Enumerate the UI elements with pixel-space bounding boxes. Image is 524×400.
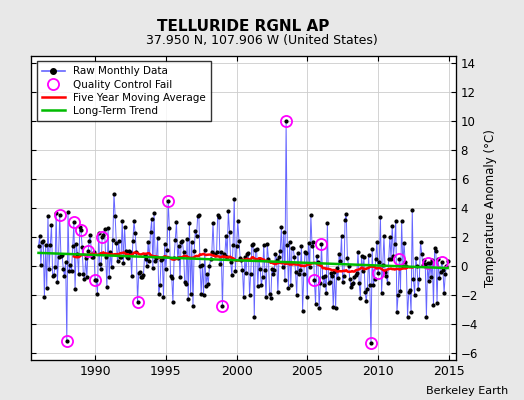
Text: 37.950 N, 107.906 W (United States): 37.950 N, 107.906 W (United States) bbox=[146, 34, 378, 47]
Y-axis label: Temperature Anomaly (°C): Temperature Anomaly (°C) bbox=[484, 129, 497, 287]
Legend: Raw Monthly Data, Quality Control Fail, Five Year Moving Average, Long-Term Tren: Raw Monthly Data, Quality Control Fail, … bbox=[37, 61, 211, 121]
Text: Berkeley Earth: Berkeley Earth bbox=[426, 386, 508, 396]
Title: TELLURIDE RGNL AP: TELLURIDE RGNL AP bbox=[158, 19, 330, 34]
